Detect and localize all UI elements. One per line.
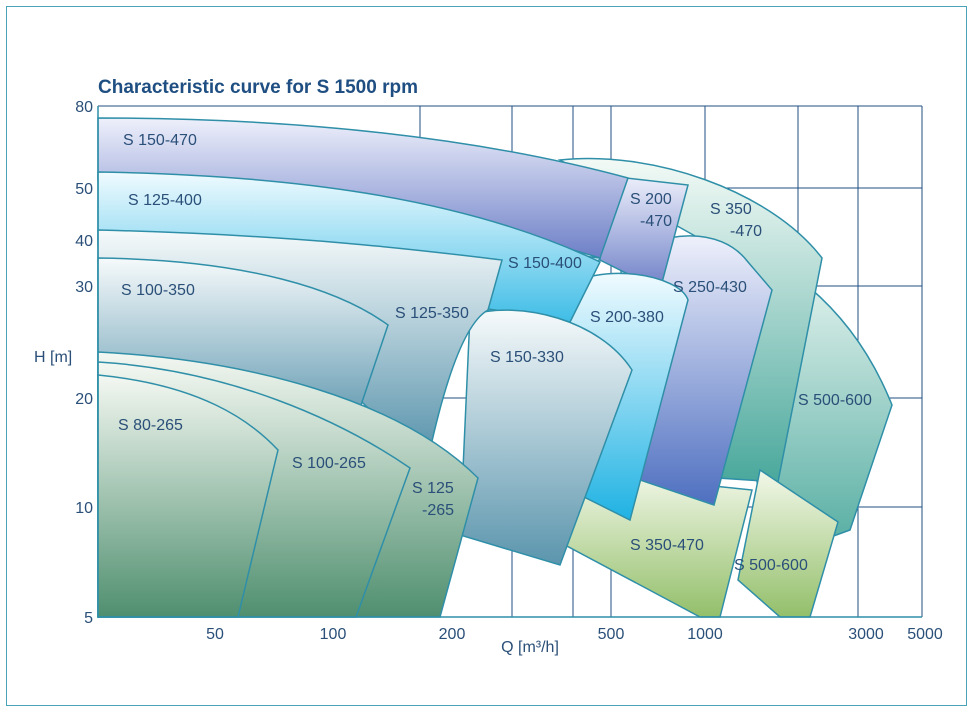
x-tick-50: 50	[206, 626, 224, 643]
regions	[97, 117, 893, 618]
y-ticks: 80 50 40 30 20 10 5	[75, 99, 93, 627]
label-s80-265: S 80-265	[118, 417, 183, 434]
label-s200-470-a: S 200	[630, 191, 672, 208]
chart-title: Characteristic curve for S 1500 rpm	[98, 77, 418, 98]
y-tick-80: 80	[75, 99, 93, 116]
label-s100-350: S 100-350	[121, 282, 195, 299]
y-axis-label: H [m]	[34, 349, 72, 366]
y-tick-40: 40	[75, 233, 93, 250]
x-tick-500: 500	[598, 626, 625, 643]
label-s125-350: S 125-350	[395, 305, 469, 322]
label-s200-470-b: -470	[640, 213, 672, 230]
x-tick-100: 100	[320, 626, 347, 643]
label-s150-400: S 150-400	[508, 255, 582, 272]
label-s250-430: S 250-430	[673, 279, 747, 296]
label-s500-600-b: S 500-600	[734, 557, 808, 574]
y-tick-5: 5	[84, 610, 93, 627]
y-tick-30: 30	[75, 279, 93, 296]
label-s125-265-b: -265	[422, 502, 454, 519]
x-tick-1000: 1000	[687, 626, 723, 643]
x-tick-200: 200	[439, 626, 466, 643]
label-s125-265-a: S 125	[412, 480, 454, 497]
label-s125-400: S 125-400	[128, 192, 202, 209]
label-s100-265: S 100-265	[292, 455, 366, 472]
x-tick-3000: 3000	[848, 626, 884, 643]
label-s350-470-c: S 350-470	[630, 537, 704, 554]
x-ticks: 50 100 200 500 1000 3000 5000	[206, 626, 943, 643]
x-tick-5000: 5000	[907, 626, 943, 643]
label-s150-330: S 150-330	[490, 349, 564, 366]
chart-frame	[6, 6, 967, 706]
label-s350-470-a: S 350	[710, 201, 752, 218]
region-s150-330	[459, 309, 633, 566]
y-tick-20: 20	[75, 391, 93, 408]
region-s80-265	[97, 374, 279, 618]
label-s200-380: S 200-380	[590, 309, 664, 326]
region-labels: S 150-470 S 125-400 S 100-350 S 80-265 S…	[118, 132, 872, 574]
label-s500-600-a: S 500-600	[798, 392, 872, 409]
region-s350-470-teal	[557, 157, 823, 483]
y-tick-10: 10	[75, 500, 93, 517]
label-s150-470: S 150-470	[123, 132, 197, 149]
y-tick-50: 50	[75, 181, 93, 198]
label-s350-470-b: -470	[730, 223, 762, 240]
axes	[97, 106, 922, 618]
x-axis-label: Q [m³/h]	[501, 639, 559, 656]
